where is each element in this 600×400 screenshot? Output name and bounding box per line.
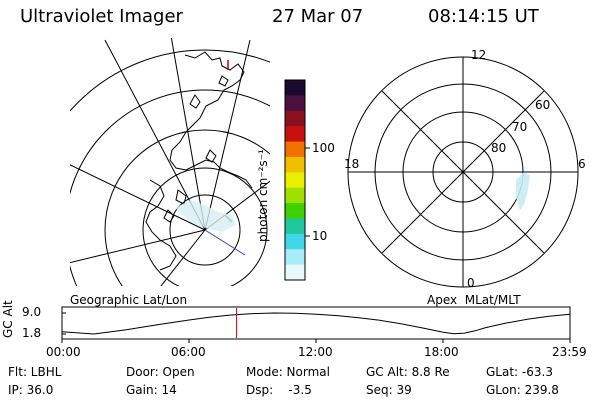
status-gc-alt: GC Alt: 8.8 Re [366, 365, 450, 379]
time-label: 08:14:15 UT [428, 6, 539, 27]
colorbar-segment [285, 95, 305, 112]
status-dsp: Dsp: -3.5 [246, 383, 312, 397]
status-ip: IP: 36.0 [8, 383, 54, 397]
colorbar-segment [285, 126, 305, 143]
status-door: Door: Open [126, 365, 195, 379]
colorbar-segment [285, 80, 305, 96]
altitude-x-tick-0600: 06:00 [171, 345, 206, 359]
geographic-map [70, 38, 270, 286]
altitude-y-tick-9: 9.0 [22, 305, 42, 319]
altitude-y-label: GC Alt [1, 300, 15, 338]
mlt-label-12: 12 [471, 48, 487, 62]
polar-panel-label: Apex MLat/MLT [427, 293, 521, 307]
altitude-x-tick-1200: 12:00 [298, 345, 333, 359]
colorbar-segment [285, 264, 305, 281]
colorbar-label-100: 100 [312, 141, 335, 155]
polar-grid [347, 56, 579, 288]
colorbar-frame [284, 79, 306, 281]
colorbar-segment [285, 203, 305, 219]
altitude-x-ticks [61, 339, 571, 343]
colorbar-segment [285, 249, 305, 266]
colorbar [285, 80, 305, 281]
altitude-series-line [61, 312, 571, 335]
colorbar-segment [285, 218, 305, 235]
status-filter: Flt: LBHL [8, 365, 62, 379]
colorbar-segment [285, 172, 305, 189]
mlt-label-0: 0 [467, 276, 475, 290]
altitude-x-tick-0000: 00:00 [46, 345, 81, 359]
mlat-label-60: 60 [535, 98, 551, 112]
status-seq: Seq: 39 [366, 383, 412, 397]
mlat-label-70: 70 [512, 120, 528, 134]
subsatellite-track [204, 229, 246, 256]
altitude-plot-frame [61, 306, 571, 340]
colorbar-segment [285, 110, 305, 127]
colorbar-segment [285, 141, 305, 158]
instrument-title: Ultraviolet Imager [20, 6, 183, 27]
status-glon: GLon: 239.8 [486, 383, 559, 397]
altitude-y-ticks [62, 312, 66, 335]
status-glat: GLat: -63.3 [486, 365, 553, 379]
status-mode: Mode: Normal [246, 365, 330, 379]
altitude-x-tick-2359: 23:59 [552, 345, 587, 359]
mlt-label-6: 6 [578, 157, 586, 171]
geo-aurora-streak [224, 214, 233, 223]
geo-panel-label: Geographic Lat/Lon [70, 293, 188, 307]
polar-aurora-emission [516, 172, 530, 210]
date-label: 27 Mar 07 [272, 6, 364, 27]
colorbar-segment [285, 233, 305, 250]
mlt-label-18: 18 [344, 157, 360, 171]
colorbar-label-10: 10 [312, 229, 328, 243]
colorbar-unit-label: photon cm⁻²s⁻¹ [256, 149, 270, 242]
geo-aurora-emission [175, 200, 236, 232]
colorbar-segment [285, 156, 305, 173]
altitude-x-tick-1800: 18:00 [424, 345, 459, 359]
mlat-label-80: 80 [491, 141, 507, 155]
status-gain: Gain: 14 [126, 383, 177, 397]
colorbar-segment [285, 187, 305, 204]
altitude-y-tick-1.8: 1.8 [22, 326, 42, 340]
